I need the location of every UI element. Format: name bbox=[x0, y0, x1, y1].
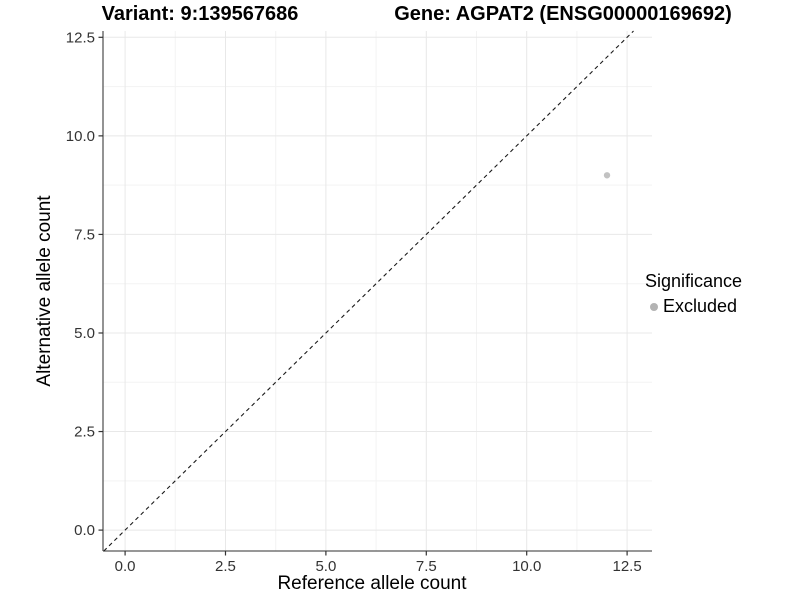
identity-reference-line bbox=[103, 30, 634, 552]
y-tick-label: 5.0 bbox=[74, 325, 95, 342]
x-tick-label: 5.0 bbox=[315, 558, 336, 575]
x-axis-title: Reference allele count bbox=[277, 573, 467, 594]
x-tick-label: 10.0 bbox=[512, 558, 541, 575]
y-tick-label: 12.5 bbox=[66, 29, 95, 46]
x-tick-label: 0.0 bbox=[115, 558, 136, 575]
y-tick-label: 7.5 bbox=[74, 226, 95, 243]
y-axis-title: Alternative allele count bbox=[34, 195, 55, 387]
legend-title: Significance bbox=[645, 271, 743, 291]
legend-key-dot-icon bbox=[650, 302, 658, 311]
x-tick-label: 2.5 bbox=[215, 558, 236, 575]
y-tick-label: 2.5 bbox=[74, 424, 95, 441]
x-tick-label: 7.5 bbox=[416, 558, 437, 575]
legend-item-excluded: Excluded bbox=[650, 296, 742, 317]
data-point bbox=[603, 172, 611, 179]
x-tick-label: 12.5 bbox=[612, 558, 641, 575]
plot-title-variant: Variant: 9:139567686 bbox=[101, 3, 299, 25]
plot-title-gene: Gene: AGPAT2 (ENSG00000169692) bbox=[394, 3, 732, 25]
y-tick-label: 10.0 bbox=[66, 128, 95, 145]
legend-item-label: Excluded bbox=[663, 296, 738, 316]
y-tick-label: 0.0 bbox=[74, 522, 95, 539]
legend: Significance Excluded bbox=[645, 271, 742, 317]
